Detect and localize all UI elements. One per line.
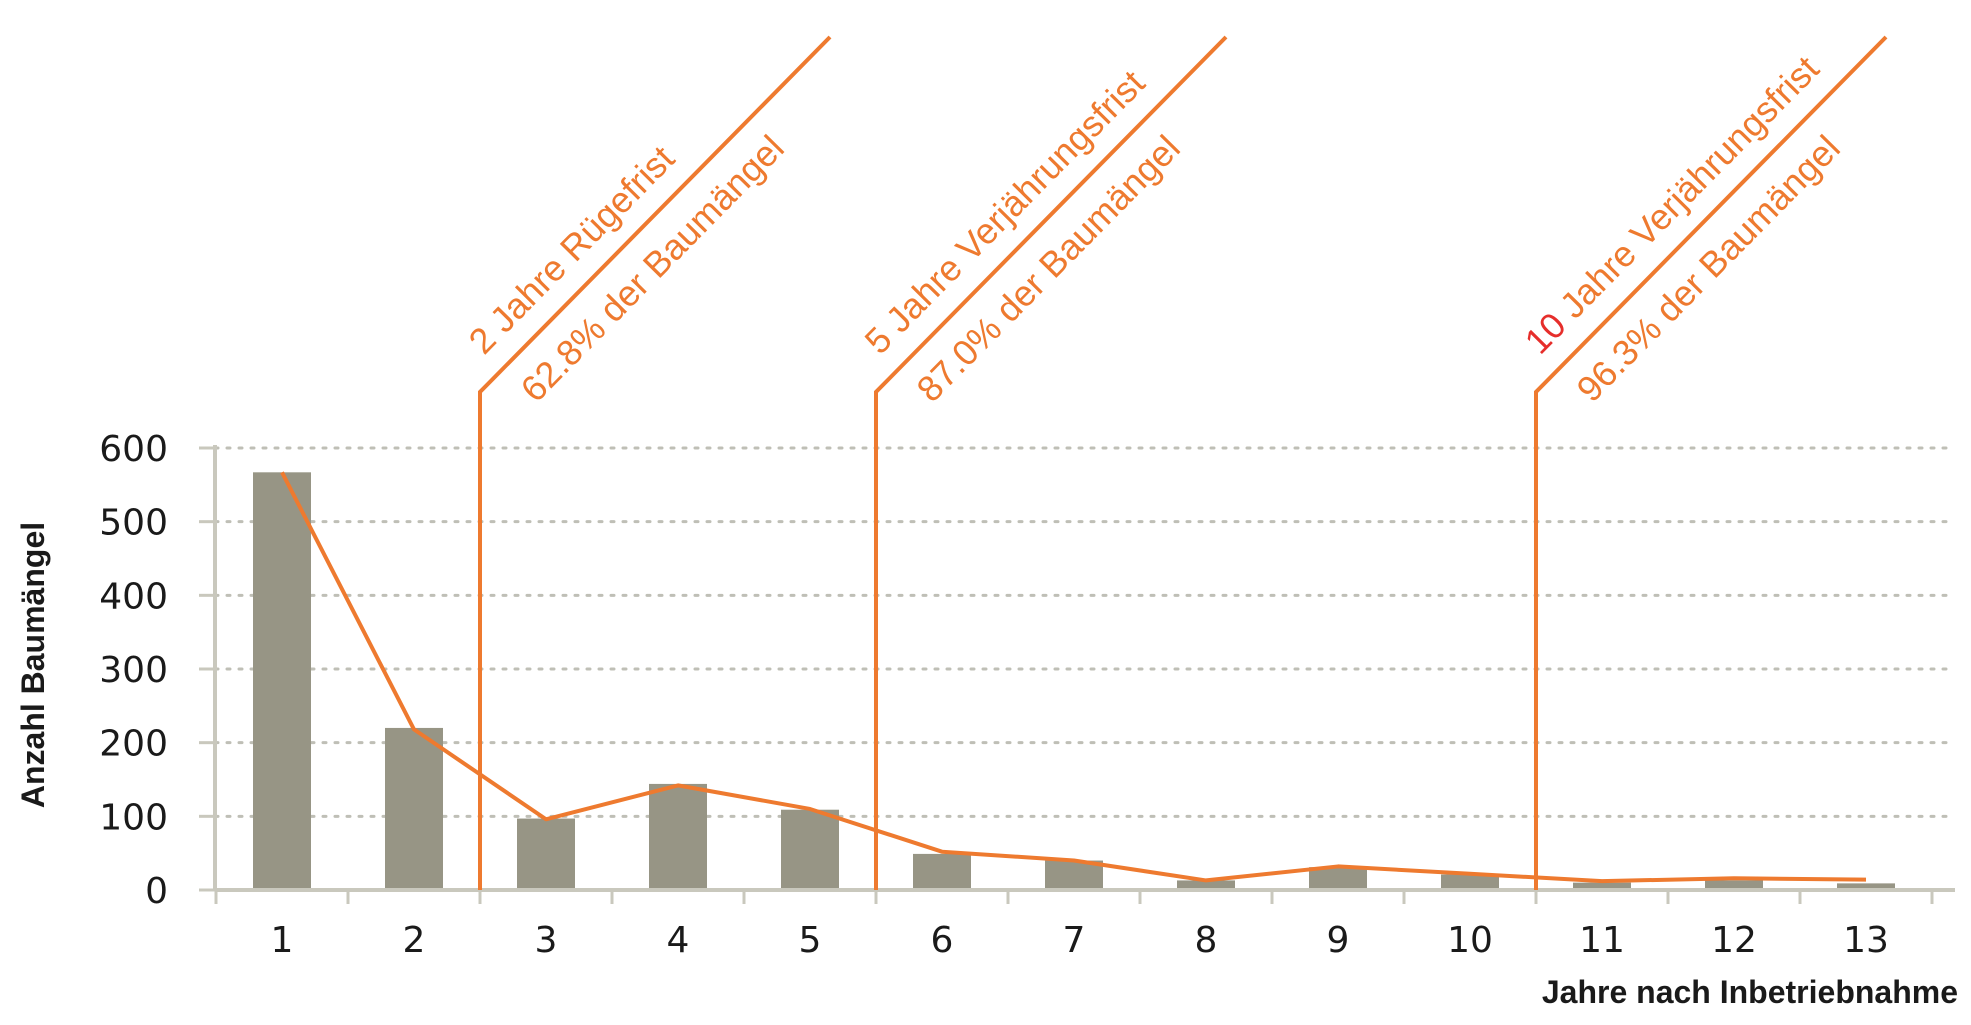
axes (199, 445, 1955, 904)
milestone-line (478, 35, 832, 890)
x-tick-label: 13 (1843, 920, 1889, 961)
x-tick-label: 4 (667, 920, 690, 961)
x-tick-label: 8 (1195, 920, 1218, 961)
bar (1177, 880, 1235, 890)
bar (1441, 874, 1499, 890)
bar (253, 472, 311, 890)
trend-line (280, 471, 1867, 884)
y-tick-label: 0 (145, 871, 168, 912)
bar (1837, 883, 1895, 890)
bar (1573, 882, 1631, 890)
bar (781, 809, 839, 890)
milestone-line (1534, 35, 1888, 890)
y-tick-labels: 0 100 200 300 400 500 600 (99, 429, 168, 912)
bar (1309, 867, 1367, 890)
x-tick-label: 6 (931, 920, 954, 961)
x-tick-label: 5 (799, 920, 822, 961)
bar (517, 818, 575, 890)
x-tick-label: 1 (271, 920, 294, 961)
y-tick-label: 200 (99, 724, 168, 765)
y-tick-label: 500 (99, 503, 168, 544)
x-tick-label: 10 (1447, 920, 1493, 961)
y-axis-title: Anzahl Baumängel (15, 522, 51, 808)
x-tick-label: 9 (1327, 920, 1350, 961)
bars (253, 472, 1895, 890)
x-tick-labels: 1 2 3 4 5 6 7 8 9 10 11 12 13 (271, 920, 1889, 961)
x-tick-label: 11 (1579, 920, 1625, 961)
y-tick-label: 300 (99, 650, 168, 691)
x-axis-title: Jahre nach Inbetriebnahme (1542, 974, 1958, 1010)
x-tick-label: 12 (1711, 920, 1757, 961)
x-tick-label: 7 (1063, 920, 1086, 961)
bar (913, 853, 971, 890)
y-tick-label: 100 (99, 797, 168, 838)
y-tick-label: 600 (99, 429, 168, 470)
x-tick-label: 3 (535, 920, 558, 961)
milestone-line (874, 35, 1228, 890)
grid-lines (213, 446, 1957, 818)
y-tick-label: 400 (99, 576, 168, 617)
bar (1705, 880, 1763, 890)
x-tick-label: 2 (403, 920, 426, 961)
trend-line-series (280, 471, 1867, 884)
bar (385, 727, 443, 890)
bar (649, 783, 707, 890)
